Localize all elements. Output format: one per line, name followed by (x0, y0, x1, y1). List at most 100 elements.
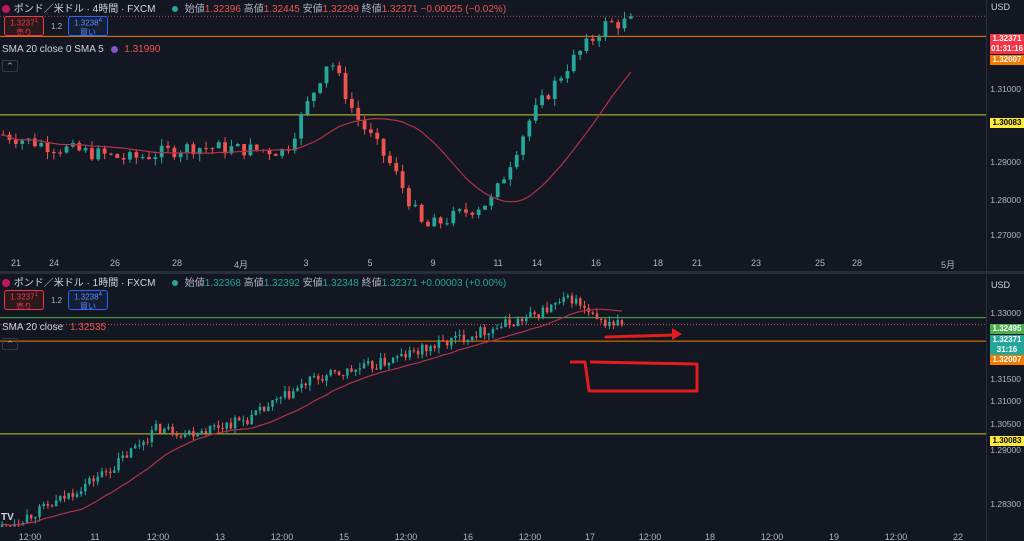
sma-line (2, 71, 632, 203)
candle-body (346, 368, 349, 376)
collapse-legend-button[interactable]: ⌃ (2, 338, 18, 350)
candle-body (204, 148, 208, 150)
candle-body (483, 327, 486, 336)
candle-body (140, 157, 145, 159)
candle-body (267, 406, 270, 412)
candle-body (454, 335, 457, 338)
chart-pane-1h[interactable]: ポンド／米ドル · 1時間 · FXCM 始値1.32368 高値1.32392… (0, 274, 1024, 541)
candle-body (267, 150, 272, 155)
candle-body (533, 105, 538, 121)
candle-body (129, 448, 133, 458)
candle-body (217, 425, 220, 428)
time-axis-1h[interactable]: 12:00 11 12:00 13 12:00 15 12:00 16 12:00 17 12:00… (0, 532, 986, 541)
candle-body (574, 298, 578, 304)
candle-body (546, 95, 551, 100)
candle-body (425, 344, 428, 352)
candle-body (451, 210, 456, 224)
candle-body (516, 318, 520, 326)
candle-body (191, 144, 196, 155)
candle-body (375, 132, 380, 139)
candle-body (396, 356, 399, 358)
candle-body (83, 148, 88, 151)
candle-body (620, 320, 624, 325)
candle-body (21, 522, 25, 525)
candle-body (34, 517, 37, 519)
candle-body (579, 298, 582, 306)
candle-body (379, 358, 382, 370)
candle-body (321, 379, 324, 381)
sell-button[interactable]: 1.32371 売り (4, 16, 44, 37)
candle-body (96, 476, 100, 482)
candle-body (521, 136, 525, 155)
candle-body (150, 430, 154, 443)
candle-body (400, 171, 405, 189)
candle-body (146, 441, 149, 443)
candle-body (529, 312, 532, 317)
annotation-target-box (570, 360, 699, 393)
candle-body (343, 73, 348, 100)
candle-body (233, 417, 237, 429)
candle-body (366, 361, 370, 364)
candle-body (67, 492, 70, 499)
candle-body (462, 335, 466, 342)
indicator-settings-icon[interactable] (110, 45, 118, 53)
price-tick: 1.30500 (990, 419, 1021, 429)
candle-body (420, 344, 424, 355)
price-tick: 1.28300 (990, 499, 1021, 509)
candlestick-plot-4h[interactable] (0, 0, 986, 257)
candle-body (559, 78, 563, 81)
candle-body (612, 321, 615, 326)
candle-body (102, 148, 107, 154)
time-axis-label: 21 (10, 258, 22, 268)
buy-button[interactable]: 1.32384 買い (68, 290, 108, 311)
candle-body (537, 314, 540, 319)
candle-body (479, 327, 482, 338)
candle-body (39, 143, 44, 147)
candle-body (316, 375, 320, 380)
symbol-title[interactable]: ポンド／米ドル · 4時間 · FXCM (13, 4, 156, 15)
candle-body (583, 305, 586, 308)
candle-body (248, 144, 253, 156)
candle-body (273, 154, 278, 156)
candle-body (599, 318, 603, 320)
pane-divider[interactable] (0, 271, 1024, 274)
buy-button[interactable]: 1.32384 買い (68, 16, 108, 37)
chart-pane-4h[interactable]: ポンド／米ドル · 4時間 · FXCM 始値1.32396 高値1.32445… (0, 0, 1024, 271)
symbol-title[interactable]: ポンド／米ドル · 1時間 · FXCM (13, 278, 156, 289)
sell-button[interactable]: 1.32371 売り (4, 290, 44, 311)
candle-body (59, 495, 62, 501)
indicator-legend-sma[interactable]: SMA 20 close 0 SMA 5 1.31990 (2, 44, 161, 55)
currency-unit[interactable]: USD (990, 2, 1010, 12)
candle-body (458, 335, 461, 337)
indicator-legend-sma[interactable]: SMA 20 close 1.32535 (2, 322, 107, 333)
candle-body (312, 375, 316, 377)
collapse-legend-button[interactable]: ⌃ (2, 60, 18, 72)
orange-line-price-tag: 1.32007 (990, 355, 1024, 365)
candle-body (84, 483, 87, 492)
time-axis-label: 14 (531, 258, 543, 268)
candle-body (330, 65, 335, 67)
spread-value: 1.2 (51, 22, 63, 31)
candle-body (464, 209, 468, 213)
price-scale-1h[interactable]: USD 1.33000 1.31500 1.31000 1.30500 1.29… (986, 274, 1024, 541)
candle-body (609, 21, 614, 23)
candle-body (163, 428, 166, 434)
candle-body (225, 422, 228, 429)
time-axis-label: 12:00 (638, 532, 662, 541)
candle-body (63, 495, 66, 499)
candle-body (400, 353, 403, 357)
candle-body (96, 148, 101, 160)
candle-body (292, 138, 297, 151)
currency-unit[interactable]: USD (990, 280, 1010, 290)
time-axis-4h[interactable]: 21 24 26 28 4月 3 5 9 11 14 16 18 21 23 25 28 5月 (0, 258, 986, 271)
candlestick-plot-1h[interactable] (0, 274, 986, 527)
tradingview-logo[interactable]: TV (1, 512, 14, 523)
price-tick: 1.27000 (990, 230, 1021, 240)
candle-body (512, 324, 516, 326)
candle-body (489, 196, 494, 206)
candle-body (79, 491, 83, 495)
candle-body (616, 320, 620, 326)
candle-body (311, 92, 316, 102)
candle-body (597, 37, 602, 41)
candle-body (279, 397, 283, 399)
